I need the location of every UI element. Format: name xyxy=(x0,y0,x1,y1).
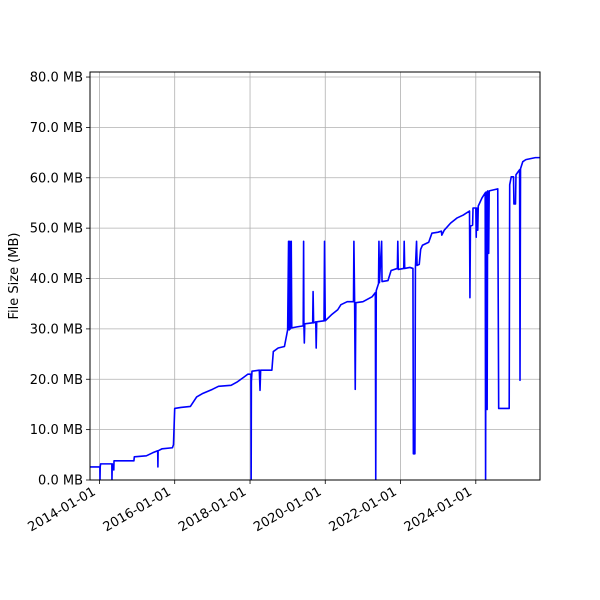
y-tick-label: 0.0 MB xyxy=(38,474,83,489)
y-tick-label: 40.0 MB xyxy=(30,272,83,287)
y-tick-label: 10.0 MB xyxy=(30,423,83,438)
axes-frame xyxy=(89,71,541,481)
x-axis: 2014-01-01 2016-01-01 2018-01-01 2020-01-01… xyxy=(26,480,477,535)
y-tick-label: 70.0 MB xyxy=(30,121,83,136)
y-tick-label: 60.0 MB xyxy=(30,171,83,186)
data-line-layer xyxy=(90,156,540,480)
grid xyxy=(90,72,540,481)
x-tick-label: 2022-01-01 xyxy=(327,484,400,535)
x-tick-label: 2020-01-01 xyxy=(251,484,324,535)
y-axis-title: File Size (MB) xyxy=(7,233,22,320)
y-axis: 0.0 MB 10.0 MB 20.0 MB 30.0 MB 40.0 MB 50.0 M… xyxy=(30,71,90,489)
y-tick-label: 50.0 MB xyxy=(30,222,83,237)
x-tick-label: 2024-01-01 xyxy=(402,484,475,535)
series-line xyxy=(90,156,540,480)
x-tick-label: 2016-01-01 xyxy=(101,484,174,535)
y-tick-label: 30.0 MB xyxy=(30,322,83,337)
x-tick-label: 2018-01-01 xyxy=(176,484,249,535)
y-tick-label: 20.0 MB xyxy=(30,373,83,388)
x-tick-label: 2014-01-01 xyxy=(26,484,99,535)
y-tick-label: 80.0 MB xyxy=(30,71,83,86)
